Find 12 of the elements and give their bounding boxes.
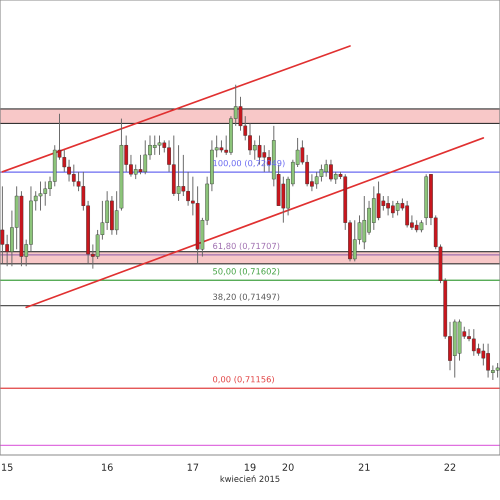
x-tick-label: 21 — [358, 464, 370, 471]
x-tick-label: 16 — [102, 464, 113, 471]
ref-line-label: 0,00 (0,71156) — [213, 376, 274, 384]
x-tick-label: 19 — [244, 464, 256, 471]
ref-line-label: 61,80 (0,71707) — [213, 242, 280, 250]
x-tick-label: 20 — [282, 464, 294, 471]
x-tick-label: 22 — [444, 464, 456, 471]
x-axis-title: kwiecień 2015 — [220, 475, 280, 482]
ref-line-label: 38,20 (0,71497) — [213, 293, 280, 301]
ref-line-label: 50,00 (0,71602) — [213, 268, 280, 276]
x-tick-label: 15 — [2, 464, 12, 471]
x-tick-label: 17 — [188, 464, 198, 471]
